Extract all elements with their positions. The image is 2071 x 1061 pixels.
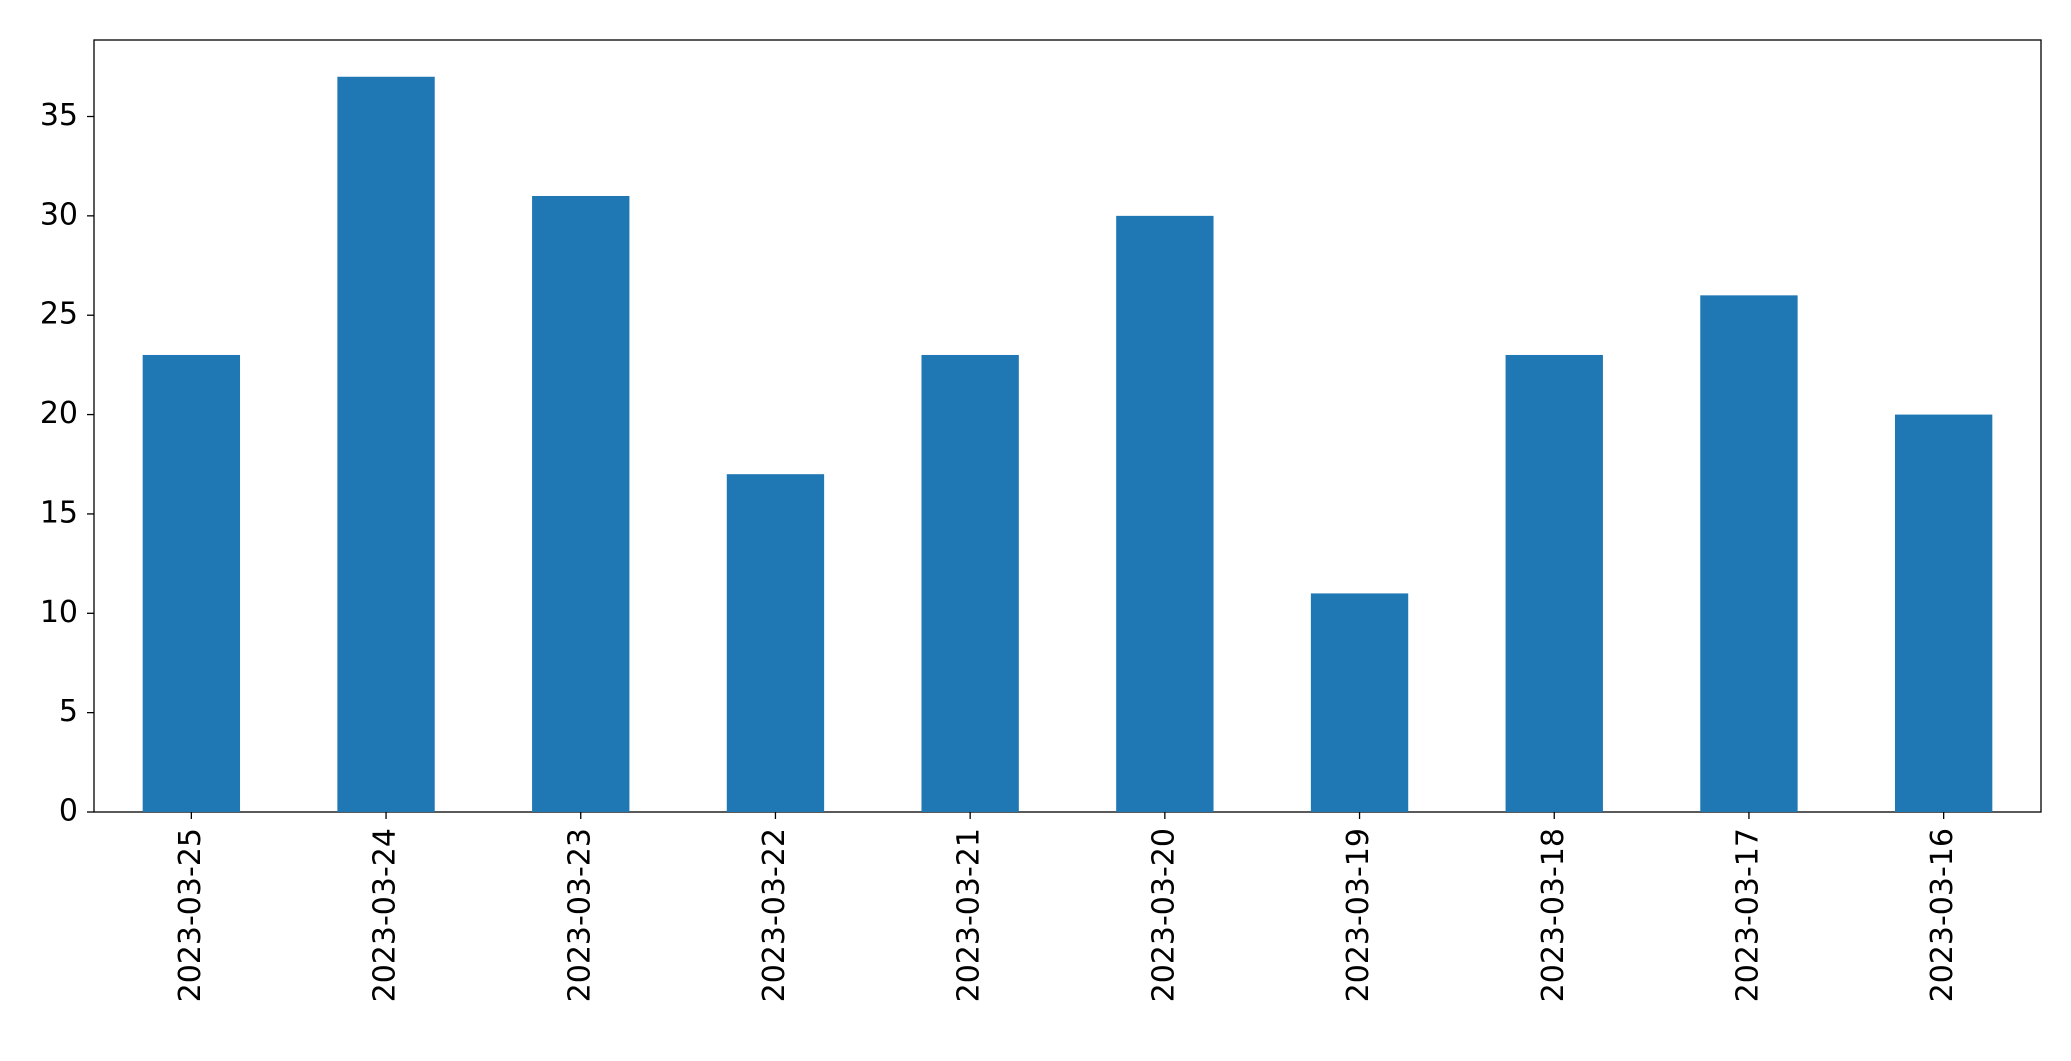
x-tick-label: 2023-03-19 <box>1341 828 1376 1002</box>
x-tick-label: 2023-03-16 <box>1925 828 1960 1002</box>
bar <box>1505 354 1603 812</box>
y-tick-label: 5 <box>59 694 78 729</box>
bar <box>1310 593 1409 812</box>
bar <box>921 354 1019 812</box>
x-tick-label: 2023-03-22 <box>757 828 792 1002</box>
y-tick-label: 35 <box>40 98 78 133</box>
bar <box>726 474 825 812</box>
x-tick-label: 2023-03-20 <box>1146 828 1181 1002</box>
plot-frame <box>93 39 2042 813</box>
x-tick-label: 2023-03-25 <box>173 828 208 1002</box>
y-tick-label: 25 <box>40 297 78 332</box>
bar <box>337 76 435 812</box>
x-tick-label: 2023-03-21 <box>952 828 987 1002</box>
bar <box>142 354 241 812</box>
y-tick-label: 20 <box>40 396 78 431</box>
x-tick-label: 2023-03-18 <box>1536 828 1571 1002</box>
bar <box>1700 295 1798 812</box>
x-tick-label: 2023-03-17 <box>1730 828 1765 1002</box>
y-tick-label: 0 <box>59 794 78 829</box>
y-tick-label: 15 <box>40 495 78 530</box>
x-tick-label: 2023-03-24 <box>368 828 403 1002</box>
y-tick-label: 30 <box>40 197 78 232</box>
y-tick-label: 10 <box>40 595 78 630</box>
bar <box>532 195 630 813</box>
bar <box>1116 215 1214 812</box>
x-tick-label: 2023-03-23 <box>562 828 597 1002</box>
bar <box>1894 414 1993 812</box>
